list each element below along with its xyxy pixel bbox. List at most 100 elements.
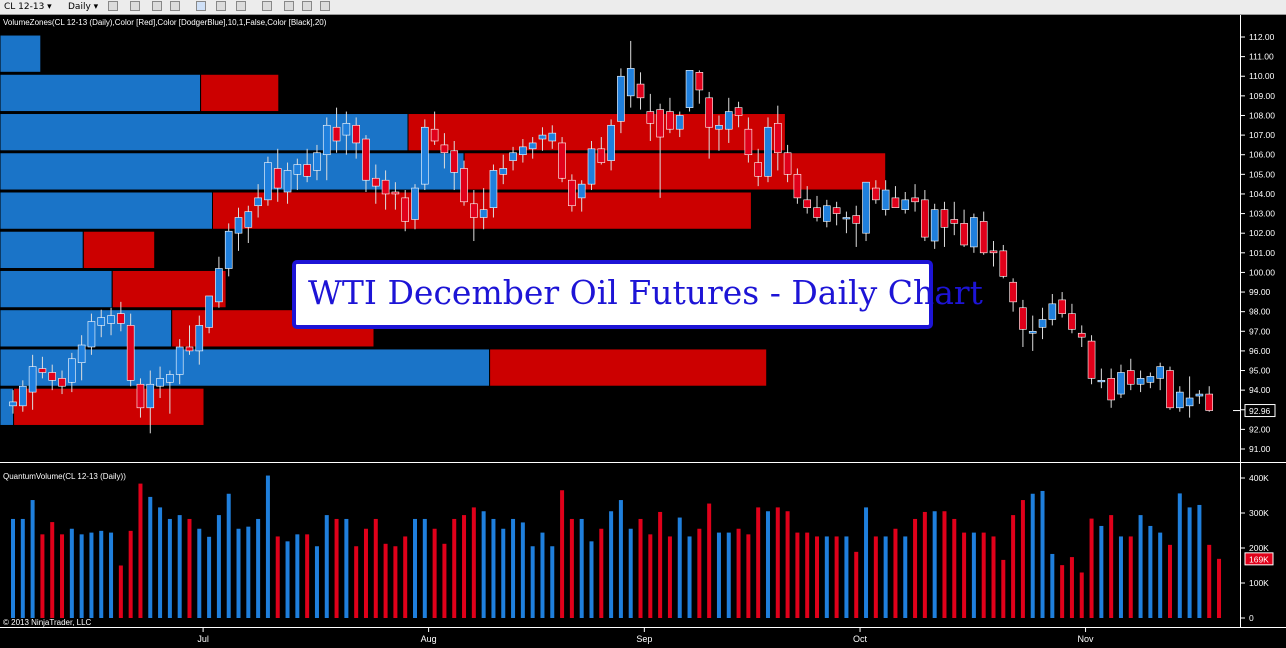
volume-bar (1138, 515, 1143, 618)
volume-bar (1089, 518, 1094, 618)
volume-bar (462, 515, 467, 618)
volume-bar (765, 511, 770, 618)
volume-bar (658, 511, 663, 618)
price-tick-label: 98.00 (1249, 307, 1271, 317)
volume-bar (501, 528, 506, 618)
orders-icon[interactable] (284, 1, 294, 11)
candle-body (528, 142, 537, 150)
price-tick-label: 108.00 (1249, 110, 1275, 120)
volume-bar (207, 536, 212, 618)
candle-body (185, 346, 194, 352)
toolbar: CL 12-13 ▾ Daily ▾ (0, 0, 1286, 15)
candle-body (744, 128, 753, 156)
candle-body (1175, 391, 1184, 409)
pointer-icon[interactable] (196, 1, 206, 11)
price-tick-label: 110.00 (1249, 71, 1275, 81)
chart-title: WTI December Oil Futures - Daily Chart (308, 273, 983, 312)
price-indicator-label: VolumeZones(CL 12-13 (Daily),Color [Red]… (3, 18, 327, 27)
price-tick-label: 105.00 (1249, 169, 1275, 179)
candle-body (617, 75, 625, 122)
volume-bar (99, 530, 104, 618)
candle-body (254, 197, 262, 207)
candle-body (166, 374, 174, 383)
candle-body (862, 181, 870, 234)
volume-bar (314, 546, 319, 618)
candle-body (362, 138, 370, 181)
last-price-label: 92.96 (1249, 406, 1271, 416)
candlesticks (9, 40, 1214, 434)
zoom-icon[interactable] (216, 1, 226, 11)
volume-bar (932, 511, 937, 618)
copyright-text: © 2013 NinjaTrader, LLC (3, 618, 92, 627)
indicator-icon[interactable] (152, 1, 162, 11)
candle-body (411, 187, 419, 220)
volume-zone-down (82, 230, 156, 270)
strategy-icon[interactable] (170, 1, 180, 11)
volume-bar (158, 507, 163, 618)
volume-zone-up (0, 387, 15, 426)
dollar-icon[interactable] (302, 1, 312, 11)
volume-bar (295, 534, 300, 618)
candle-body (126, 325, 135, 381)
candle-body (989, 250, 998, 254)
properties-icon[interactable] (262, 1, 272, 11)
volume-bar (638, 518, 643, 618)
volume-bar (481, 511, 486, 618)
draw-icon[interactable] (130, 1, 140, 11)
candle-body (901, 199, 910, 210)
candle-body (832, 207, 841, 214)
candle-body (1185, 397, 1194, 407)
date-tick-label: Sep (636, 634, 652, 644)
candle-body (734, 107, 743, 116)
instrument-dropdown[interactable]: CL 12-13 ▾ (4, 2, 52, 12)
volume-bar (197, 528, 202, 618)
candle-body (921, 199, 929, 238)
bar-type-icon[interactable] (108, 1, 118, 11)
price-tick-label: 92.00 (1249, 424, 1271, 434)
volume-zone-up (0, 152, 465, 191)
period-dropdown[interactable]: Daily ▾ (68, 2, 99, 12)
candle-body (970, 217, 978, 248)
candle-body (283, 170, 292, 193)
volume-bar (1079, 572, 1084, 618)
candle-body (195, 325, 204, 352)
candle-body (381, 179, 390, 195)
volume-bar (1040, 490, 1045, 618)
volume-bar (383, 543, 388, 618)
data-box-icon[interactable] (320, 1, 330, 11)
candle-body (19, 385, 27, 407)
price-volume-chart[interactable]: 91.0092.0093.0094.0095.0096.0097.0098.00… (0, 15, 1286, 648)
volume-bar (30, 500, 35, 618)
volume-bar (1020, 500, 1025, 618)
volume-bar (1069, 557, 1074, 618)
volume-bar (648, 534, 653, 618)
price-tick-label: 99.00 (1249, 287, 1271, 297)
volume-bar (991, 536, 996, 618)
candle-body (1028, 330, 1037, 334)
price-tick-label: 96.00 (1249, 346, 1271, 356)
candle-body (950, 219, 959, 224)
candle-body (940, 209, 949, 228)
volume-bar (677, 517, 682, 618)
volume-bar (903, 536, 908, 618)
candle-body (303, 164, 311, 177)
volume-bar (628, 528, 633, 618)
candle-body (352, 124, 360, 144)
volume-zone-down (200, 73, 280, 113)
volume-bar (883, 536, 888, 618)
volume-bar (913, 518, 918, 618)
candle-body (1205, 393, 1214, 411)
candle-body (87, 321, 96, 348)
volume-bar (442, 543, 447, 618)
volume-zones (0, 34, 887, 426)
candle-body (675, 115, 684, 130)
volume-bar (834, 536, 839, 618)
volume-bar (716, 532, 721, 618)
candle-body (136, 383, 145, 409)
volume-bar (1099, 525, 1104, 618)
candle-body (322, 124, 331, 156)
template-icon[interactable] (236, 1, 246, 11)
candle-body (509, 152, 517, 161)
volume-bar (471, 507, 476, 618)
volume-zone-down (489, 348, 768, 387)
